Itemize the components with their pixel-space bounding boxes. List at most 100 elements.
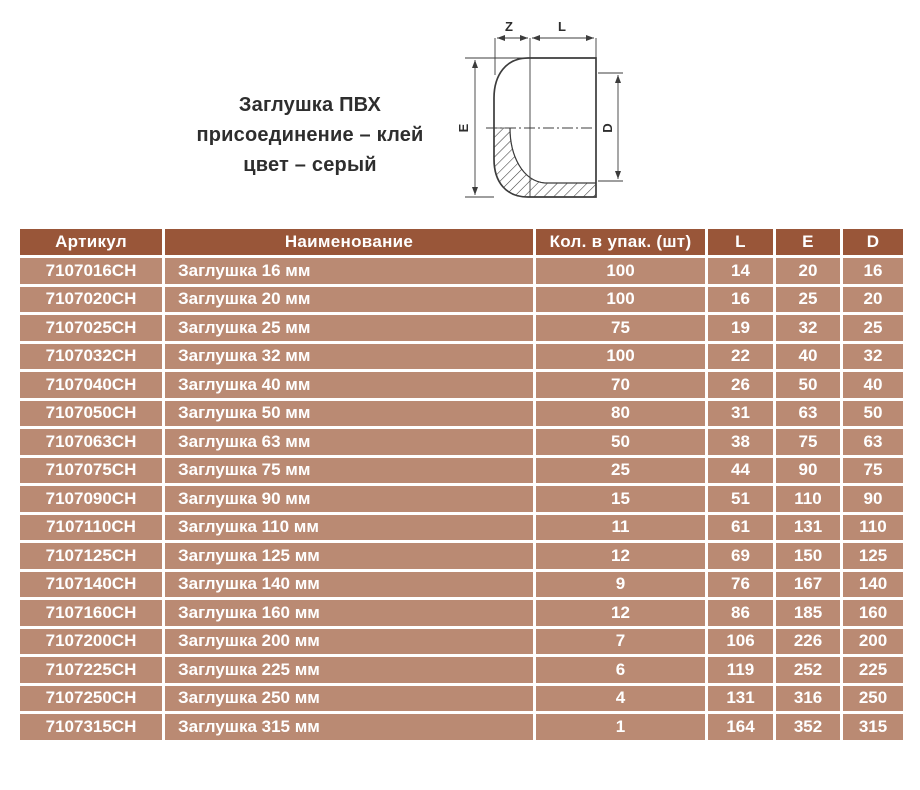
- e-cell: 226: [773, 625, 843, 657]
- name-cell: Заглушка 16 мм: [162, 255, 536, 287]
- table-row: 7107160CH Заглушка 160 мм 12 86 185 160: [17, 597, 906, 629]
- d-cell: 16: [840, 255, 906, 287]
- l-cell: 22: [705, 340, 776, 372]
- article-cell: 7107125CH: [17, 540, 165, 572]
- product-description: Заглушка ПВХ присоединение – клей цвет –…: [175, 90, 445, 180]
- table-header: Артикул Наименование Кол. в упак. (шт) L…: [17, 226, 906, 258]
- d-cell: 32: [840, 340, 906, 372]
- d-dimension-label: D: [600, 123, 615, 132]
- d-cell: 63: [840, 426, 906, 458]
- table-row: 7107110CH Заглушка 110 мм 11 61 131 110: [17, 511, 906, 543]
- product-connection: присоединение – клей: [196, 124, 424, 146]
- cap-section-hatch: [493, 127, 597, 198]
- d-cell: 110: [840, 511, 906, 543]
- e-cell: 25: [773, 283, 843, 315]
- l-cell: 61: [705, 511, 776, 543]
- column-header-d: D: [840, 226, 906, 258]
- technical-drawing: Z L E D: [456, 19, 623, 198]
- article-cell: 7107250CH: [17, 682, 165, 714]
- name-cell: Заглушка 160 мм: [162, 597, 536, 629]
- table-row: 7107075CH Заглушка 75 мм 25 44 90 75: [17, 454, 906, 486]
- table-row: 7107140CH Заглушка 140 мм 9 76 167 140: [17, 568, 906, 600]
- name-cell: Заглушка 90 мм: [162, 483, 536, 515]
- column-header-name: Наименование: [162, 226, 536, 258]
- column-header-e: E: [773, 226, 843, 258]
- table-row: 7107200CH Заглушка 200 мм 7 106 226 200: [17, 625, 906, 657]
- article-cell: 7107040CH: [17, 369, 165, 401]
- e-cell: 352: [773, 711, 843, 743]
- l-cell: 131: [705, 682, 776, 714]
- l-cell: 14: [705, 255, 776, 287]
- qty-cell: 75: [533, 312, 708, 344]
- l-cell: 119: [705, 654, 776, 686]
- e-dimension-label: E: [456, 123, 471, 132]
- qty-cell: 12: [533, 540, 708, 572]
- e-cell: 32: [773, 312, 843, 344]
- product-title: Заглушка ПВХ: [238, 94, 382, 116]
- d-cell: 40: [840, 369, 906, 401]
- product-table: Артикул Наименование Кол. в упак. (шт) L…: [17, 226, 906, 743]
- e-cell: 131: [773, 511, 843, 543]
- e-cell: 316: [773, 682, 843, 714]
- z-dimension-label: Z: [505, 19, 513, 34]
- name-cell: Заглушка 63 мм: [162, 426, 536, 458]
- qty-cell: 25: [533, 454, 708, 486]
- name-cell: Заглушка 32 мм: [162, 340, 536, 372]
- d-cell: 75: [840, 454, 906, 486]
- d-cell: 200: [840, 625, 906, 657]
- l-dimension-label: L: [558, 19, 566, 34]
- l-cell: 76: [705, 568, 776, 600]
- name-cell: Заглушка 25 мм: [162, 312, 536, 344]
- qty-cell: 50: [533, 426, 708, 458]
- e-cell: 50: [773, 369, 843, 401]
- d-cell: 160: [840, 597, 906, 629]
- e-cell: 150: [773, 540, 843, 572]
- d-cell: 250: [840, 682, 906, 714]
- qty-cell: 7: [533, 625, 708, 657]
- article-cell: 7107050CH: [17, 397, 165, 429]
- article-cell: 7107090CH: [17, 483, 165, 515]
- name-cell: Заглушка 225 мм: [162, 654, 536, 686]
- d-cell: 140: [840, 568, 906, 600]
- column-header-l: L: [705, 226, 776, 258]
- name-cell: Заглушка 140 мм: [162, 568, 536, 600]
- qty-cell: 9: [533, 568, 708, 600]
- table-row: 7107250CH Заглушка 250 мм 4 131 316 250: [17, 682, 906, 714]
- l-cell: 164: [705, 711, 776, 743]
- l-cell: 31: [705, 397, 776, 429]
- d-cell: 90: [840, 483, 906, 515]
- article-cell: 7107063CH: [17, 426, 165, 458]
- d-cell: 20: [840, 283, 906, 315]
- qty-cell: 100: [533, 255, 708, 287]
- name-cell: Заглушка 110 мм: [162, 511, 536, 543]
- article-cell: 7107315CH: [17, 711, 165, 743]
- table-row: 7107125CH Заглушка 125 мм 12 69 150 125: [17, 540, 906, 572]
- d-cell: 50: [840, 397, 906, 429]
- d-cell: 225: [840, 654, 906, 686]
- name-cell: Заглушка 75 мм: [162, 454, 536, 486]
- e-cell: 185: [773, 597, 843, 629]
- qty-cell: 11: [533, 511, 708, 543]
- e-cell: 252: [773, 654, 843, 686]
- l-cell: 69: [705, 540, 776, 572]
- name-cell: Заглушка 20 мм: [162, 283, 536, 315]
- article-cell: 7107225CH: [17, 654, 165, 686]
- table-row: 7107315CH Заглушка 315 мм 1 164 352 315: [17, 711, 906, 743]
- table-row: 7107225CH Заглушка 225 мм 6 119 252 225: [17, 654, 906, 686]
- e-cell: 63: [773, 397, 843, 429]
- article-cell: 7107016CH: [17, 255, 165, 287]
- qty-cell: 100: [533, 283, 708, 315]
- name-cell: Заглушка 315 мм: [162, 711, 536, 743]
- l-cell: 16: [705, 283, 776, 315]
- name-cell: Заглушка 125 мм: [162, 540, 536, 572]
- d-cell: 125: [840, 540, 906, 572]
- e-cell: 167: [773, 568, 843, 600]
- table-body: 7107016CH Заглушка 16 мм 100 14 20 16 7107020…: [17, 255, 906, 743]
- qty-cell: 12: [533, 597, 708, 629]
- l-cell: 44: [705, 454, 776, 486]
- e-cell: 40: [773, 340, 843, 372]
- column-header-qty: Кол. в упак. (шт): [533, 226, 708, 258]
- product-color: цвет – серый: [243, 154, 377, 176]
- article-cell: 7107200CH: [17, 625, 165, 657]
